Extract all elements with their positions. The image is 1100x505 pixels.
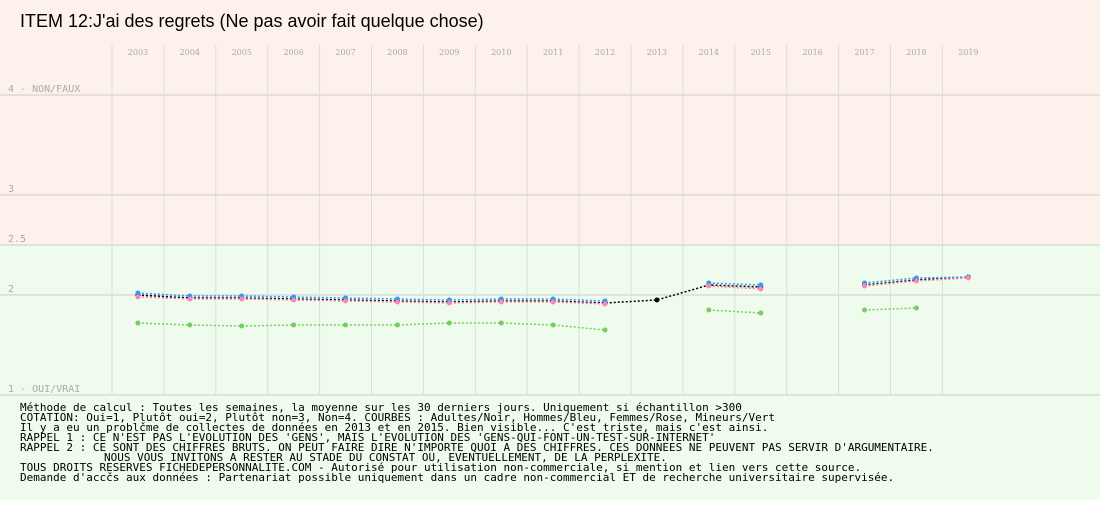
x-tick-label: 2011 [543,48,563,57]
y-tick-label: 2.5 [8,234,26,245]
y-tick-label: 3 [8,184,14,195]
x-tick-label: 2013 [647,48,667,57]
point [394,299,400,305]
point [913,278,919,284]
series-line [137,307,917,331]
point [239,296,245,302]
point [602,327,608,333]
upper-zone [0,0,1100,245]
note: COTATION: Oui=1, Plutôt oui=2, Plutôt no… [20,411,775,424]
x-tick-label: 2004 [180,48,200,57]
note: NOUS VOUS INVITONS A RESTER AU STADE DU … [104,451,667,464]
point [758,282,764,288]
point [862,307,868,313]
point [550,322,556,328]
x-tick-label: 2009 [439,48,459,57]
x-tick-label: 2014 [699,48,719,57]
note: RAPPEL 1 : CE N'EST PAS L'EVOLUTION DES … [20,431,715,444]
point [913,305,919,311]
note: Il y a eu un problčme de collectes de do… [20,421,768,434]
note: RAPPEL 2 : CE SONT DES CHIFFRES BRUTS. O… [20,441,934,454]
x-tick-label: 2016 [802,48,822,57]
point [291,322,297,328]
point [446,300,452,306]
y-tick-label: 2 [8,284,14,295]
point [758,286,764,292]
point [135,320,141,326]
y-tick-label: 1 - OUI/VRAI [8,384,80,395]
point [135,290,141,296]
point [498,320,504,326]
point [187,322,193,328]
x-tick-label: 2008 [387,48,407,57]
point [291,297,297,303]
x-tick-label: 2017 [854,48,874,57]
point [706,307,712,313]
x-tick-label: 2015 [751,48,771,57]
x-tick-label: 2003 [128,48,148,57]
x-tick-label: 2005 [232,48,252,57]
x-tick-label: 2007 [335,48,355,57]
point [498,299,504,305]
point [758,310,764,316]
x-tick-label: 2018 [906,48,926,57]
note: Demande d'accčs aux données : Partenaria… [20,471,894,484]
note: TOUS DROITS RESERVES FICHEDEPERSONNALITE… [20,461,861,474]
point [446,320,452,326]
y-tick-label: 4 - NON/FAUX [8,84,80,95]
lower-zone [0,245,1100,500]
point [394,322,400,328]
point [965,275,971,281]
note: Méthode de calcul : Toutes les semaines,… [20,401,742,414]
x-tick-label: 2019 [958,48,978,57]
point [706,283,712,289]
point [862,283,868,289]
x-tick-label: 2012 [595,48,615,57]
point [602,301,608,307]
point [135,294,141,300]
chart-title: ITEM 12:J'ai des regrets (Ne pas avoir f… [20,11,484,31]
x-tick-label: 2010 [491,48,511,57]
point [550,299,556,305]
point [187,296,193,302]
x-tick-label: 2006 [283,48,303,57]
point [654,297,660,303]
point [343,322,349,328]
point [343,298,349,304]
point [239,323,245,329]
